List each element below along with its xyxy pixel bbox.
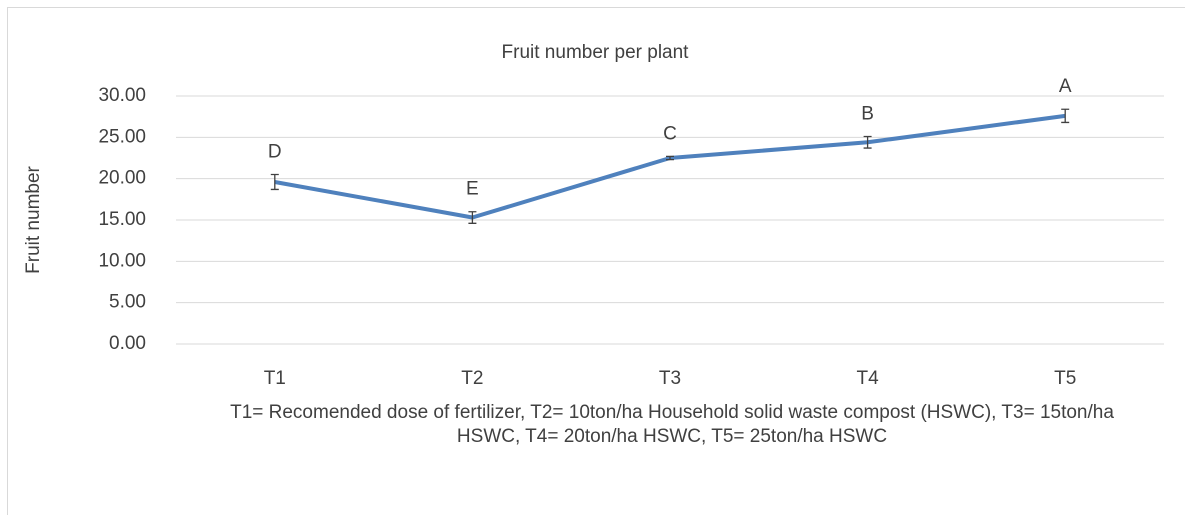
y-tick-label: 15.00 [98,209,146,230]
chart-title: Fruit number per plant [502,42,690,63]
error-bar [666,155,674,161]
y-tick-label: 0.00 [109,333,146,354]
error-bar [270,173,279,191]
error-bar [863,135,872,149]
y-tick-label: 10.00 [98,250,146,271]
x-tick-label: T1 [264,368,286,389]
x-tick-label: T4 [857,368,880,389]
x-tick-label: T5 [1054,368,1076,389]
x-tick-label: T3 [659,368,681,389]
y-axis-label: Fruit number [23,165,44,273]
error-bar [1061,108,1070,124]
annotation: E [466,179,479,200]
y-tick-label: 5.00 [109,292,146,313]
y-tick-label: 30.00 [98,85,146,106]
x-axis-label: T1= Recomended dose of fertilizer, T2= 1… [230,402,1114,447]
annotation: D [268,142,282,163]
y-tick-label: 20.00 [98,168,146,189]
annotation: A [1059,76,1072,97]
chart-border [7,7,1185,515]
error-bar [468,211,477,224]
annotation: B [861,104,874,125]
annotation: C [663,123,677,144]
y-tick-label: 25.00 [98,126,146,147]
x-tick-label: T2 [461,368,483,389]
